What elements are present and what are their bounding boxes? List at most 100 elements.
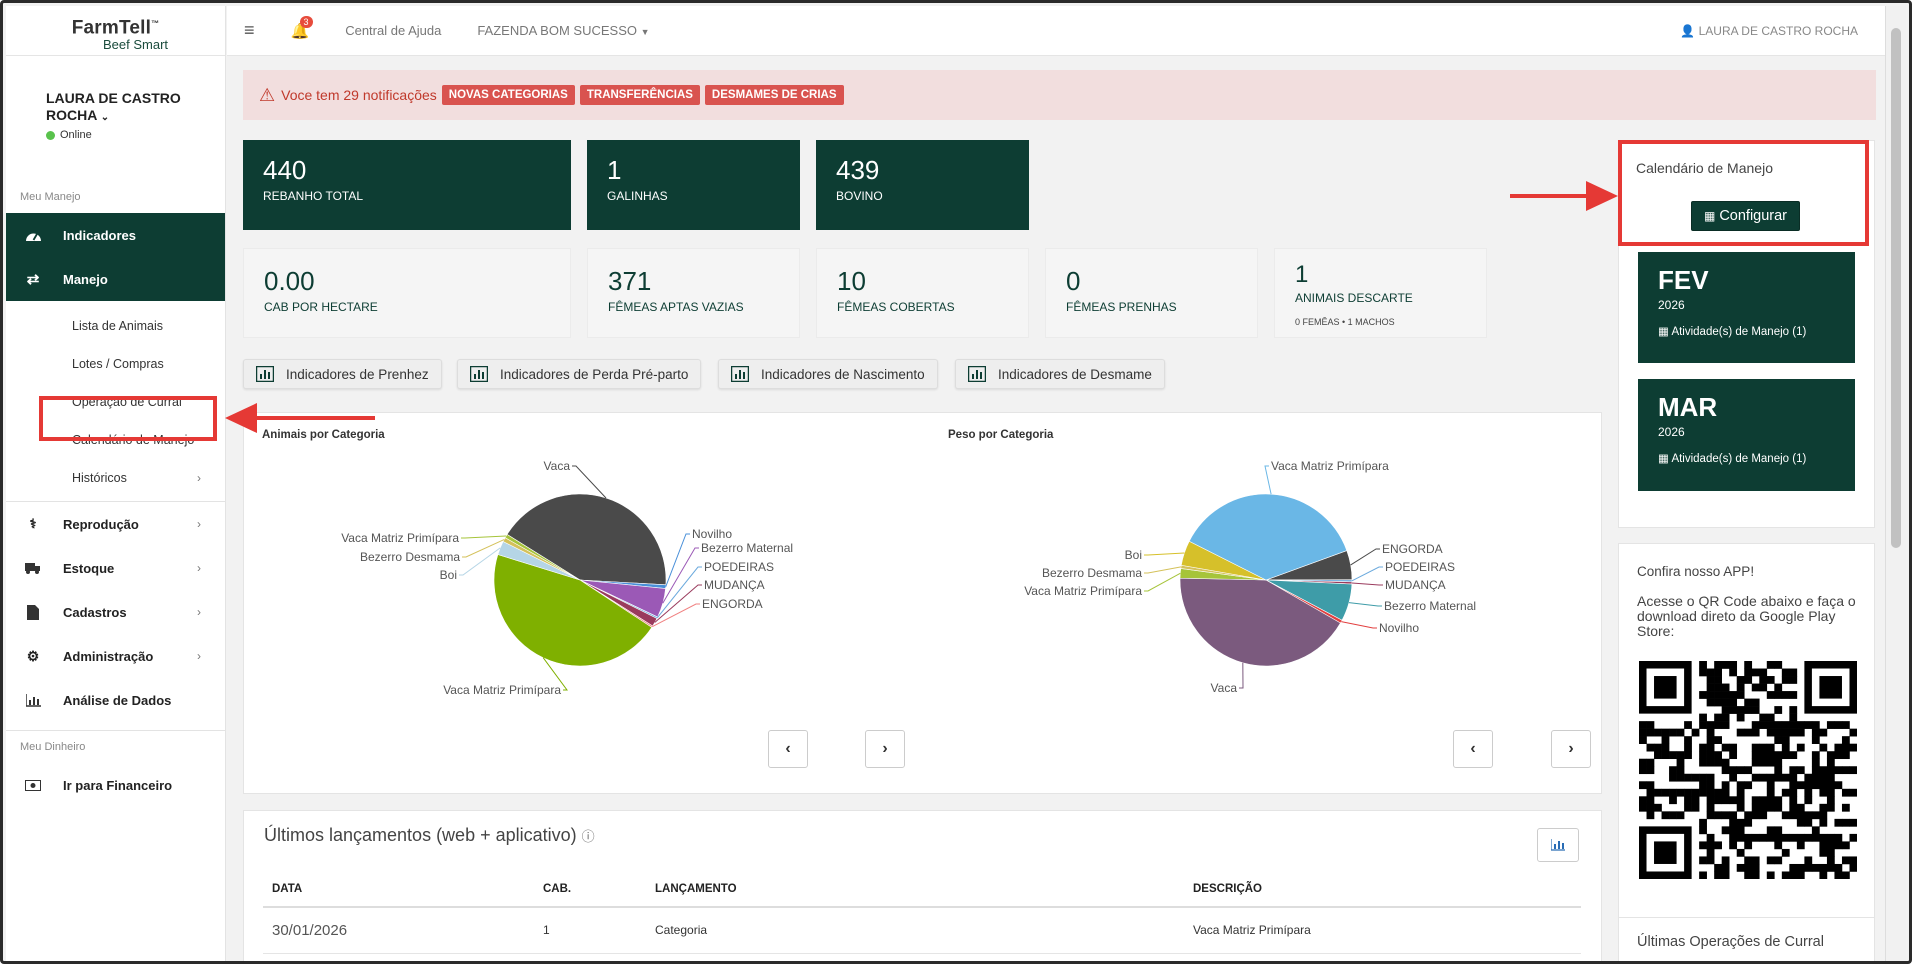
sidebar-sub-historicos[interactable]: Históricos › (6, 459, 225, 497)
logo[interactable]: FarmTell™ Beef Smart (6, 6, 225, 56)
qr-module (1796, 818, 1805, 827)
pie-slice[interactable] (504, 534, 581, 581)
stat-galinhas[interactable]: 1 GALINHAS (587, 140, 800, 230)
menu-toggle-icon[interactable]: ≡ (244, 20, 255, 40)
pie-slice[interactable] (493, 554, 653, 667)
qr-module (1811, 721, 1820, 729)
qr-module (1751, 668, 1760, 677)
cell-lancamento: Categoria (655, 923, 708, 937)
stat-femeas-prenhas[interactable]: 0 FÊMEAS PRENHAS (1045, 248, 1258, 338)
btn-indicadores-nascimento[interactable]: Indicadores de Nascimento (718, 359, 938, 389)
sidebar-sub-lista-animais[interactable]: Lista de Animais (6, 307, 225, 345)
stat-label: REBANHO TOTAL (263, 189, 364, 203)
alert-tag-desmames[interactable]: DESMAMES DE CRIAS (704, 85, 844, 105)
qr-module (1714, 758, 1722, 767)
chart-view-button[interactable] (1537, 828, 1579, 862)
qr-module (1796, 833, 1805, 842)
qr-module (1744, 818, 1753, 827)
stat-animais-descarte[interactable]: 1 ANIMAIS DESCARTE 0 FEMÊAS • 1 MACHOS (1274, 248, 1487, 338)
chart2-next-button[interactable]: › (1551, 730, 1591, 768)
qr-module (1774, 736, 1783, 744)
brand-name: FarmTell (71, 17, 152, 39)
pie-label: POEDEIRAS (1385, 560, 1455, 574)
chevron-right-icon: › (882, 740, 888, 757)
qr-module (1774, 661, 1783, 669)
topbar-user-menu[interactable]: 👤 LAURA DE CASTRO ROCHA (1680, 24, 1858, 38)
stat-bovino[interactable]: 439 BOVINO (816, 140, 1029, 230)
qr-module (1759, 796, 1768, 805)
sidebar-item-manejo[interactable]: ⇄ Manejo (6, 257, 225, 301)
qr-module (1736, 683, 1745, 692)
qr-module (1729, 841, 1738, 850)
stat-cab-hectare[interactable]: 0.00 CAB POR HECTARE (243, 248, 571, 338)
user-panel[interactable]: LAURA DE CASTRO ROCHA ⌄ Online (6, 56, 225, 181)
qr-module (1751, 811, 1760, 820)
sidebar-item-estoque[interactable]: Estoque › (6, 546, 225, 590)
bar-chart-icon (256, 366, 274, 382)
qr-module (1699, 841, 1707, 850)
alert-tag-transferencias[interactable]: TRANSFERÊNCIAS (579, 85, 700, 105)
stat-rebanho-total[interactable]: 440 REBANHO TOTAL (243, 140, 571, 230)
pie-chart-peso[interactable]: ENGORDA POEDEIRAS MUDANÇA Bezerro Maternal N… (1003, 453, 1503, 713)
page-scrollbar[interactable] (1885, 6, 1906, 961)
stat-femeas-cobertas[interactable]: 10 FÊMEAS COBERTAS (816, 248, 1029, 338)
qr-module (1661, 811, 1670, 820)
qr-code[interactable] (1639, 661, 1857, 879)
sidebar-item-label: Estoque (63, 560, 115, 576)
scrollbar-thumb[interactable] (1891, 28, 1901, 548)
user-name[interactable]: LAURA DE CASTRO ROCHA ⌄ (46, 90, 196, 126)
sidebar-item-indicadores[interactable]: Indicadores (6, 213, 225, 257)
chart1-next-button[interactable]: › (865, 730, 905, 768)
sidebar-item-financeiro[interactable]: Ir para Financeiro (6, 763, 225, 807)
sidebar-item-administracao[interactable]: ⚙ Administração › (6, 634, 225, 678)
sidebar-item-analise[interactable]: Análise de Dados (6, 678, 225, 722)
qr-module (1751, 871, 1760, 879)
month-card-mar[interactable]: MAR 2026 ▦ Atividade(s) de Manejo (1) (1638, 379, 1855, 491)
qr-module (1759, 668, 1768, 677)
qr-module (1819, 841, 1828, 850)
btn-indicadores-perda[interactable]: Indicadores de Perda Pré-parto (457, 359, 702, 389)
qr-module (1706, 788, 1715, 797)
qr-module (1669, 751, 1677, 760)
qr-module (1691, 796, 1700, 805)
notifications-bell-icon[interactable]: 🔔 3 (291, 15, 313, 40)
qr-module (1789, 803, 1798, 812)
btn-indicadores-prenhez[interactable]: Indicadores de Prenhez (243, 359, 442, 389)
stat-label: FÊMEAS COBERTAS (837, 300, 955, 314)
qr-module (1706, 728, 1715, 737)
qr-module (1849, 818, 1857, 827)
btn-indicadores-desmame[interactable]: Indicadores de Desmame (955, 359, 1165, 389)
chart2-prev-button[interactable]: ‹ (1453, 730, 1493, 768)
qr-module (1661, 788, 1670, 797)
month-card-fev[interactable]: FEV 2026 ▦ Atividade(s) de Manejo (1) (1638, 252, 1855, 363)
sidebar-item-reproducao[interactable]: ⚕ Reprodução › (6, 502, 225, 546)
farm-selector[interactable]: FAZENDA BOM SUCESSO ▼ (477, 23, 649, 38)
qr-module (1684, 721, 1692, 729)
pie-slice[interactable] (1179, 577, 1341, 667)
qr-module (1834, 863, 1843, 872)
pie-slice[interactable] (506, 493, 667, 586)
qr-module (1699, 691, 1707, 699)
qr-module (1744, 661, 1753, 669)
chevron-left-icon: ‹ (1470, 740, 1476, 757)
info-icon[interactable]: ⓘ (581, 829, 595, 844)
dashboard-icon (24, 228, 42, 242)
sidebar-item-cadastros[interactable]: Cadastros › (6, 590, 225, 634)
chart1-prev-button[interactable]: ‹ (768, 730, 808, 768)
stat-femeas-aptas[interactable]: 371 FÊMEAS APTAS VAZIAS (587, 248, 800, 338)
qr-module (1834, 818, 1843, 827)
sidebar-sub-lotes[interactable]: Lotes / Compras (6, 345, 225, 383)
qr-module (1699, 661, 1707, 669)
sidebar-item-label: Reprodução (63, 516, 139, 532)
help-center-link[interactable]: Central de Ajuda (345, 23, 442, 38)
qr-module (1714, 683, 1722, 692)
truck-icon (24, 561, 42, 575)
alert-tag-novas-categorias[interactable]: NOVAS CATEGORIAS (441, 85, 575, 105)
qr-module (1826, 848, 1835, 857)
qr-module (1639, 728, 1647, 737)
configurar-button[interactable]: ▦ Configurar (1691, 201, 1800, 231)
pie-slice[interactable] (1188, 493, 1348, 581)
qr-module (1676, 773, 1685, 782)
qr-module (1841, 736, 1850, 744)
